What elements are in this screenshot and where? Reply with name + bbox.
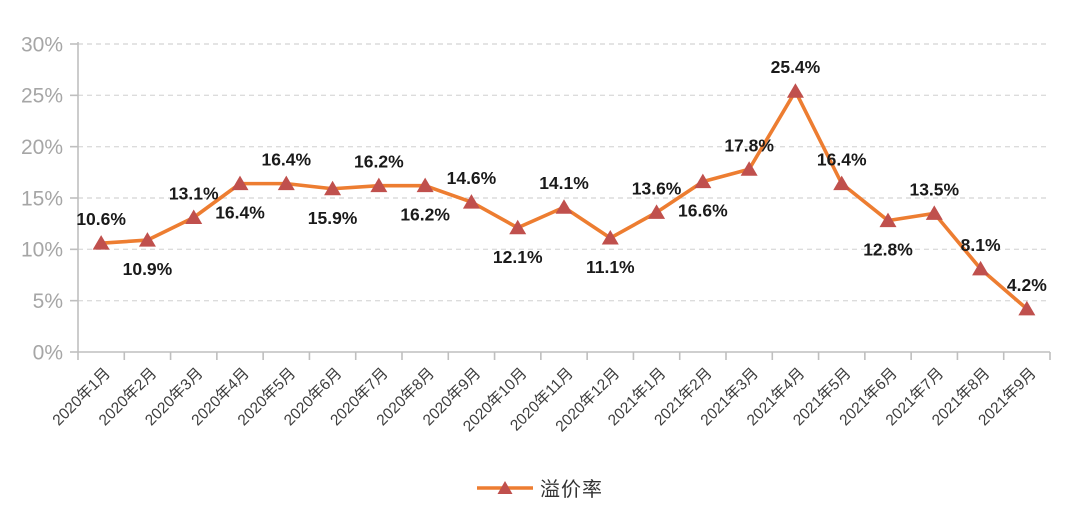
data-label: 16.2% xyxy=(354,152,404,172)
data-label: 11.1% xyxy=(586,257,635,277)
data-label: 15.9% xyxy=(308,208,358,228)
y-tick-label: 5% xyxy=(33,290,63,313)
data-point-marker xyxy=(972,260,990,276)
data-label: 14.6% xyxy=(447,168,497,188)
data-label: 13.5% xyxy=(909,179,959,199)
data-point-marker xyxy=(370,177,388,193)
data-point-marker xyxy=(648,204,666,219)
data-label: 16.2% xyxy=(400,205,450,225)
plot-area-wrap: 0% 5% 10% 15% 20% 25% 30% 2020年1月 2020年2月 2020年3月… xyxy=(21,33,1051,435)
data-label: 14.1% xyxy=(539,173,589,193)
data-point-marker xyxy=(277,175,295,191)
data-point-marker xyxy=(185,209,203,225)
legend-line-marker-icon xyxy=(477,481,533,494)
data-point-marker xyxy=(925,205,943,220)
data-label: 10.6% xyxy=(76,209,126,229)
data-label: 12.1% xyxy=(493,247,543,267)
y-tick-label: 0% xyxy=(33,341,63,364)
legend-triangle-icon xyxy=(497,481,513,494)
data-point-marker xyxy=(324,180,342,196)
y-tick-label: 30% xyxy=(21,33,63,56)
data-label: 16.4% xyxy=(261,150,311,170)
legend: 溢价率 xyxy=(0,462,1080,512)
plot-area: 0%5%10%15%20%25%30%2020年1月2020年2月2020年3月… xyxy=(21,33,1051,435)
data-label: 10.9% xyxy=(123,259,173,279)
data-point-marker xyxy=(138,232,156,247)
y-tick-label: 10% xyxy=(21,239,63,262)
data-point-marker xyxy=(509,219,527,235)
data-label: 16.4% xyxy=(215,203,265,223)
data-point-marker xyxy=(555,199,573,214)
data-point-marker xyxy=(231,175,249,191)
data-label: 13.1% xyxy=(169,184,219,204)
data-point-marker xyxy=(92,235,110,250)
data-label: 12.8% xyxy=(863,240,913,260)
data-label: 16.6% xyxy=(678,201,728,221)
y-tick-label: 25% xyxy=(21,85,63,108)
data-label: 4.2% xyxy=(1007,275,1047,295)
data-point-marker xyxy=(462,194,480,209)
data-label: 8.1% xyxy=(961,235,1001,255)
data-label: 17.8% xyxy=(724,135,774,155)
y-tick-label: 15% xyxy=(21,187,63,210)
data-point-marker xyxy=(416,177,434,193)
data-point-marker xyxy=(786,83,804,98)
data-point-marker xyxy=(740,161,758,176)
data-point-marker xyxy=(694,173,712,189)
data-label: 16.4% xyxy=(817,150,867,170)
data-point-marker xyxy=(1018,300,1036,316)
data-point-marker xyxy=(833,175,851,191)
data-point-marker xyxy=(601,230,619,245)
y-tick-label: 20% xyxy=(21,136,63,159)
data-label: 25.4% xyxy=(771,57,821,77)
legend-label: 溢价率 xyxy=(540,478,603,501)
data-label: 13.6% xyxy=(632,178,682,198)
data-point-marker xyxy=(879,212,897,228)
